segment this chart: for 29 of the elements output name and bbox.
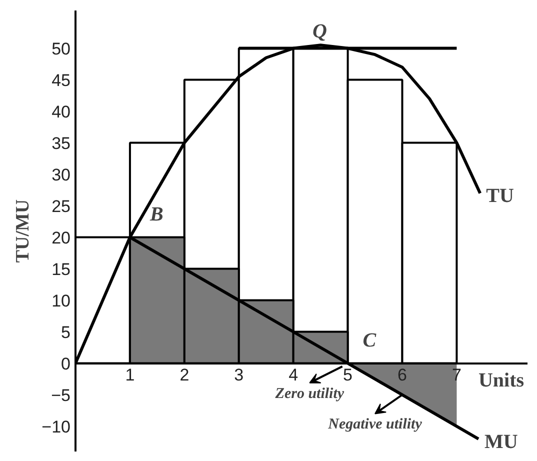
y-tick-label: 30 xyxy=(52,165,71,184)
annotation: B xyxy=(148,203,164,226)
annotation: C xyxy=(362,329,377,352)
y-tick-label: −10 xyxy=(42,417,71,436)
x-tick-label: 5 xyxy=(343,365,353,384)
y-axis-title: TU/MU xyxy=(12,199,34,263)
y-tick-label: 10 xyxy=(52,291,71,310)
annotation: Negative utility xyxy=(327,416,422,433)
x-tick-label: 1 xyxy=(125,365,135,384)
x-tick-label: 6 xyxy=(398,365,407,384)
x-tick-label: 2 xyxy=(180,365,190,384)
y-tick-label: 20 xyxy=(52,228,71,248)
x-tick-label: 4 xyxy=(288,365,298,384)
y-tick-label: 15 xyxy=(52,260,71,279)
y-tick-label: 35 xyxy=(52,134,71,153)
annotation: Zero utility xyxy=(274,386,344,402)
y-tick-label: −5 xyxy=(51,386,71,405)
y-tick-label: 50 xyxy=(52,39,71,58)
series-label: TU xyxy=(486,185,514,208)
y-tick-label: 40 xyxy=(52,102,71,122)
y-tick-label: 45 xyxy=(52,70,71,90)
x-axis-title: Units xyxy=(478,369,524,392)
x-tick-label: 7 xyxy=(452,365,462,384)
y-tick-label: 0 xyxy=(61,354,71,374)
series-label: MU xyxy=(484,430,518,453)
annotation: Q xyxy=(312,20,328,42)
y-tick-label: 25 xyxy=(52,196,71,216)
x-tick-label: 3 xyxy=(234,365,244,384)
y-tick-label: 5 xyxy=(61,322,71,342)
